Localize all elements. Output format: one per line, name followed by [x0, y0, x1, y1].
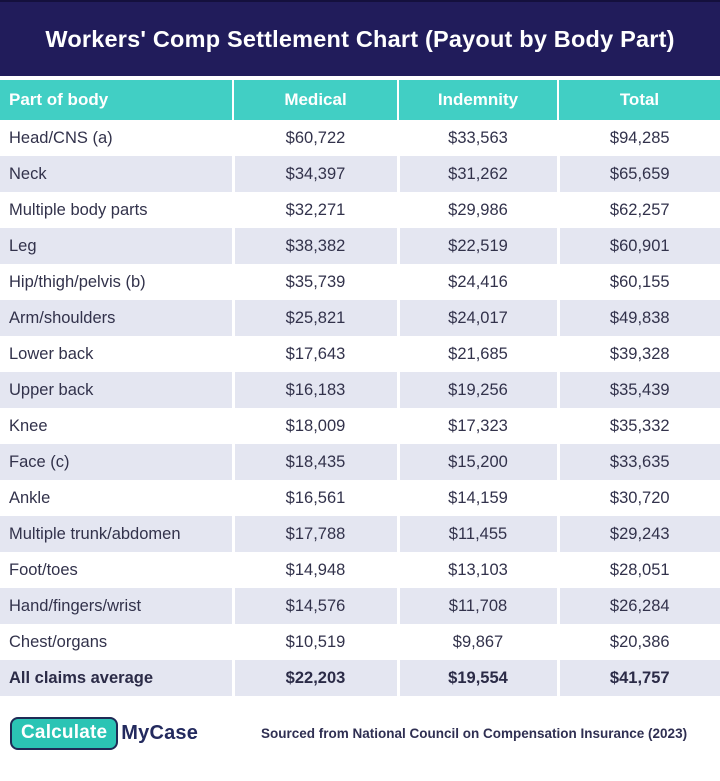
table-row: Leg $38,382 $22,519 $60,901 [0, 228, 720, 264]
table-row: Ankle $16,561 $14,159 $30,720 [0, 480, 720, 516]
body-part-cell: Leg [0, 228, 233, 264]
medical-cell: $16,183 [231, 372, 398, 408]
total-cell: $41,757 [556, 660, 720, 696]
body-part-cell: Multiple body parts [0, 192, 233, 228]
total-cell: $62,257 [556, 192, 720, 228]
body-part-cell: Ankle [0, 480, 233, 516]
indemnity-cell: $13,103 [396, 552, 558, 588]
indemnity-cell: $19,256 [396, 372, 558, 408]
medical-cell: $14,948 [231, 552, 398, 588]
medical-cell: $32,271 [231, 192, 398, 228]
table-row: Foot/toes $14,948 $13,103 $28,051 [0, 552, 720, 588]
medical-cell: $17,788 [231, 516, 398, 552]
page-title: Workers' Comp Settlement Chart (Payout b… [45, 25, 675, 52]
indemnity-cell: $21,685 [396, 336, 558, 372]
body-part-cell: Foot/toes [0, 552, 233, 588]
indemnity-cell: $11,455 [396, 516, 558, 552]
medical-cell: $18,435 [231, 444, 398, 480]
total-cell: $33,635 [556, 444, 720, 480]
total-cell: $60,901 [556, 228, 720, 264]
total-cell: $60,155 [556, 264, 720, 300]
body-part-cell: Chest/organs [0, 624, 233, 660]
total-cell: $29,243 [556, 516, 720, 552]
table-row: Chest/organs $10,519 $9,867 $20,386 [0, 624, 720, 660]
total-cell: $26,284 [556, 588, 720, 624]
logo-mycase-text: MyCase [121, 722, 199, 744]
total-cell: $94,285 [556, 120, 720, 156]
medical-cell: $25,821 [231, 300, 398, 336]
table-row: Knee $18,009 $17,323 $35,332 [0, 408, 720, 444]
indemnity-cell: $24,416 [396, 264, 558, 300]
total-cell: $28,051 [556, 552, 720, 588]
body-part-cell: Knee [0, 408, 233, 444]
medical-cell: $34,397 [231, 156, 398, 192]
table-row: Hand/fingers/wrist $14,576 $11,708 $26,284 [0, 588, 720, 624]
body-part-cell: Upper back [0, 372, 233, 408]
indemnity-cell: $24,017 [396, 300, 558, 336]
body-part-cell: All claims average [0, 660, 233, 696]
indemnity-cell: $31,262 [396, 156, 558, 192]
medical-cell: $17,643 [231, 336, 398, 372]
table-row: Multiple trunk/abdomen $17,788 $11,455 $29,… [0, 516, 720, 552]
table-row: Head/CNS (a) $60,722 $33,563 $94,285 [0, 120, 720, 156]
settlement-table: Part of body Medical Indemnity Total Hea… [0, 80, 720, 696]
medical-cell: $16,561 [231, 480, 398, 516]
body-part-cell: Face (c) [0, 444, 233, 480]
indemnity-cell: $14,159 [396, 480, 558, 516]
total-cell: $30,720 [556, 480, 720, 516]
title-banner: Workers' Comp Settlement Chart (Payout b… [0, 0, 720, 76]
table-header-row: Part of body Medical Indemnity Total [0, 80, 720, 120]
total-cell: $39,328 [556, 336, 720, 372]
table-row: Neck $34,397 $31,262 $65,659 [0, 156, 720, 192]
column-header-medical: Medical [232, 80, 398, 120]
table-row: Arm/shoulders $25,821 $24,017 $49,838 [0, 300, 720, 336]
indemnity-cell: $33,563 [396, 120, 558, 156]
table-body: Head/CNS (a) $60,722 $33,563 $94,285 Neck $34… [0, 120, 720, 696]
logo-calculate-badge: Calculate [10, 717, 119, 750]
medical-cell: $22,203 [231, 660, 398, 696]
medical-cell: $35,739 [231, 264, 398, 300]
footer: Calculate MyCase Sourced from National C… [0, 696, 720, 781]
medical-cell: $10,519 [231, 624, 398, 660]
indemnity-cell: $19,554 [396, 660, 558, 696]
body-part-cell: Lower back [0, 336, 233, 372]
indemnity-cell: $17,323 [396, 408, 558, 444]
average-row: All claims average $22,203 $19,554 $41,757 [0, 660, 720, 696]
body-part-cell: Arm/shoulders [0, 300, 233, 336]
body-part-cell: Head/CNS (a) [0, 120, 233, 156]
total-cell: $35,332 [556, 408, 720, 444]
title-table-divider [0, 76, 720, 80]
column-header-part-of-body: Part of body [0, 80, 233, 120]
body-part-cell: Neck [0, 156, 233, 192]
total-cell: $35,439 [556, 372, 720, 408]
source-attribution: Sourced from National Council on Compens… [261, 726, 688, 741]
indemnity-cell: $29,986 [396, 192, 558, 228]
indemnity-cell: $11,708 [396, 588, 558, 624]
indemnity-cell: $15,200 [396, 444, 558, 480]
total-cell: $20,386 [556, 624, 720, 660]
medical-cell: $60,722 [231, 120, 398, 156]
body-part-cell: Hip/thigh/pelvis (b) [0, 264, 233, 300]
column-header-total: Total [557, 80, 720, 120]
table-row: Upper back $16,183 $19,256 $35,439 [0, 372, 720, 408]
body-part-cell: Hand/fingers/wrist [0, 588, 233, 624]
total-cell: $49,838 [556, 300, 720, 336]
medical-cell: $38,382 [231, 228, 398, 264]
indemnity-cell: $9,867 [396, 624, 558, 660]
medical-cell: $14,576 [231, 588, 398, 624]
indemnity-cell: $22,519 [396, 228, 558, 264]
column-header-indemnity: Indemnity [397, 80, 558, 120]
table-row: Hip/thigh/pelvis (b) $35,739 $24,416 $60,15… [0, 264, 720, 300]
body-part-cell: Multiple trunk/abdomen [0, 516, 233, 552]
total-cell: $65,659 [556, 156, 720, 192]
table-row: Multiple body parts $32,271 $29,986 $62,257 [0, 192, 720, 228]
table-row: Lower back $17,643 $21,685 $39,328 [0, 336, 720, 372]
medical-cell: $18,009 [231, 408, 398, 444]
calculatemycase-logo: Calculate MyCase [10, 717, 198, 750]
table-row: Face (c) $18,435 $15,200 $33,635 [0, 444, 720, 480]
